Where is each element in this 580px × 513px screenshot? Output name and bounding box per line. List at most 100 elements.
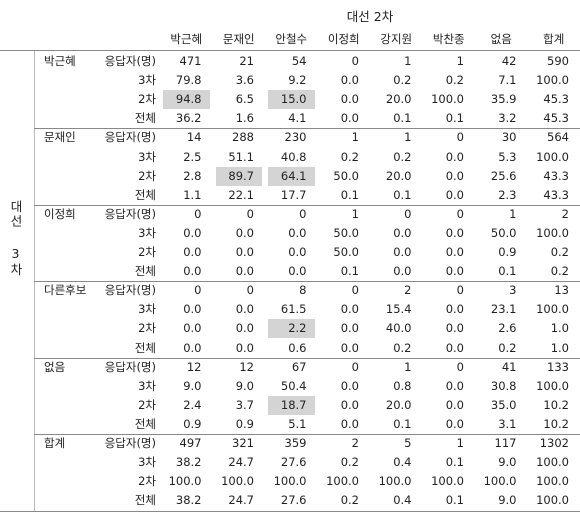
table-cell: 17.7 bbox=[280, 187, 307, 202]
table-cell: 20.0 bbox=[385, 92, 412, 107]
table-cell: 0.0 bbox=[183, 245, 202, 259]
table-cell: 0.1 bbox=[393, 187, 412, 202]
table-cell: 100.0 bbox=[536, 378, 569, 393]
table-cell: 50.0 bbox=[490, 225, 517, 240]
table-cell: 0.0 bbox=[183, 340, 202, 355]
table-cell: 0.9 bbox=[235, 416, 254, 431]
table-cell: 5.1 bbox=[288, 416, 307, 431]
group-label: 문재인 bbox=[44, 130, 76, 145]
table-cell: 2.3 bbox=[498, 187, 517, 202]
table-cell: 0 bbox=[299, 206, 307, 221]
column-header: 합계 bbox=[543, 32, 565, 46]
table-cell: 0.0 bbox=[445, 416, 464, 431]
table-cell: 1 bbox=[351, 206, 359, 221]
table-cell: 590 bbox=[547, 54, 569, 68]
group-label: 없음 bbox=[44, 359, 66, 374]
table-cell: 1 bbox=[509, 206, 517, 221]
table-cell: 0.0 bbox=[288, 264, 307, 279]
table-cell: 0.2 bbox=[340, 149, 359, 164]
column-header: 안철수 bbox=[275, 32, 308, 46]
row-label: 3차 bbox=[138, 302, 156, 317]
table-cell: 1 bbox=[404, 359, 412, 374]
table-cell: 5.3 bbox=[498, 149, 517, 164]
table-cell: 0.0 bbox=[183, 302, 202, 317]
table-cell: 0 bbox=[456, 206, 464, 221]
table-cell: 0.2 bbox=[550, 245, 569, 259]
table-cell: 1 bbox=[456, 436, 464, 450]
table-cell: 0.2 bbox=[340, 493, 359, 508]
table-cell: 0.0 bbox=[340, 340, 359, 355]
table-cell: 18.7 bbox=[268, 395, 315, 415]
group-rule bbox=[34, 204, 580, 206]
table-cell: 0 bbox=[351, 359, 359, 374]
table-cell: 0.0 bbox=[393, 264, 412, 279]
table-cell: 0 bbox=[194, 206, 202, 221]
table-cell: 359 bbox=[284, 436, 307, 450]
table-cell: 0.2 bbox=[340, 455, 359, 470]
group-label: 다른후보 bbox=[44, 283, 87, 298]
row-label: 응답자(명) bbox=[104, 283, 156, 298]
table-cell: 100.0 bbox=[431, 92, 464, 107]
table-cell: 0 bbox=[246, 206, 254, 221]
table-cell: 43.3 bbox=[543, 168, 569, 183]
group-rule bbox=[34, 357, 580, 359]
table-cell: 0.0 bbox=[235, 321, 254, 336]
group-label: 박근혜 bbox=[44, 54, 76, 68]
table-cell: 25.6 bbox=[490, 168, 517, 183]
table-cell: 45.3 bbox=[543, 111, 569, 126]
table-cell: 0 bbox=[456, 283, 464, 298]
table-cell: 0.9 bbox=[183, 416, 202, 431]
table-cell: 0.0 bbox=[445, 378, 464, 393]
table-cell: 40.0 bbox=[385, 321, 412, 336]
table-cell: 0.0 bbox=[340, 378, 359, 393]
table-cell: 50.0 bbox=[333, 225, 359, 240]
table-cell: 1 bbox=[456, 54, 464, 68]
table-cell: 5 bbox=[404, 436, 412, 450]
table-cell: 564 bbox=[547, 130, 569, 145]
table-cell: 13 bbox=[554, 283, 569, 298]
row-label: 3차 bbox=[138, 73, 156, 88]
table-cell: 3.7 bbox=[235, 397, 254, 412]
table-cell: 36.2 bbox=[175, 111, 202, 126]
table-cell: 2.4 bbox=[183, 397, 202, 412]
table-cell: 0 bbox=[351, 54, 359, 68]
group-label: 합계 bbox=[44, 436, 66, 450]
table-cell: 3.2 bbox=[498, 111, 517, 126]
table-cell: 0.2 bbox=[393, 340, 412, 355]
table-cell: 0.0 bbox=[235, 225, 254, 240]
table-cell: 23.1 bbox=[490, 302, 517, 317]
row-title-rule bbox=[34, 51, 35, 511]
table-cell: 24.7 bbox=[228, 455, 254, 470]
table-cell: 9.0 bbox=[235, 378, 254, 393]
table-cell: 0.0 bbox=[183, 225, 202, 240]
table-cell: 0.0 bbox=[340, 73, 359, 88]
table-cell: 0.1 bbox=[340, 187, 359, 202]
table-cell: 2.6 bbox=[498, 321, 517, 336]
table-cell: 42 bbox=[501, 54, 517, 68]
table-cell: 0.2 bbox=[445, 73, 464, 88]
table-cell: 288 bbox=[232, 130, 254, 145]
table-cell: 22.1 bbox=[228, 187, 254, 202]
table-cell: 0.2 bbox=[550, 264, 569, 279]
table-cell: 0 bbox=[194, 283, 202, 298]
table-cell: 0.0 bbox=[235, 264, 254, 279]
table-cell: 30.8 bbox=[490, 378, 517, 393]
row-label: 응답자(명) bbox=[104, 206, 156, 221]
table-cell: 14 bbox=[186, 130, 202, 145]
row-label: 응답자(명) bbox=[104, 54, 156, 68]
table-cell: 3.1 bbox=[498, 416, 517, 431]
row-label: 3차 bbox=[138, 378, 156, 393]
row-label: 전체 bbox=[134, 340, 156, 355]
row-label: 응답자(명) bbox=[104, 130, 156, 145]
row-label: 2차 bbox=[138, 321, 156, 336]
table-cell: 100.0 bbox=[221, 474, 254, 489]
table-cell: 0.8 bbox=[393, 378, 412, 393]
table-cell: 1.1 bbox=[183, 187, 202, 202]
table-cell: 2 bbox=[351, 436, 359, 450]
table-cell: 2 bbox=[561, 206, 569, 221]
table-cell: 0.0 bbox=[393, 225, 412, 240]
row-label: 전체 bbox=[134, 493, 156, 508]
table-cell: 100.0 bbox=[536, 302, 569, 317]
table-cell: 7.1 bbox=[498, 73, 517, 88]
column-header: 박찬종 bbox=[432, 32, 465, 46]
